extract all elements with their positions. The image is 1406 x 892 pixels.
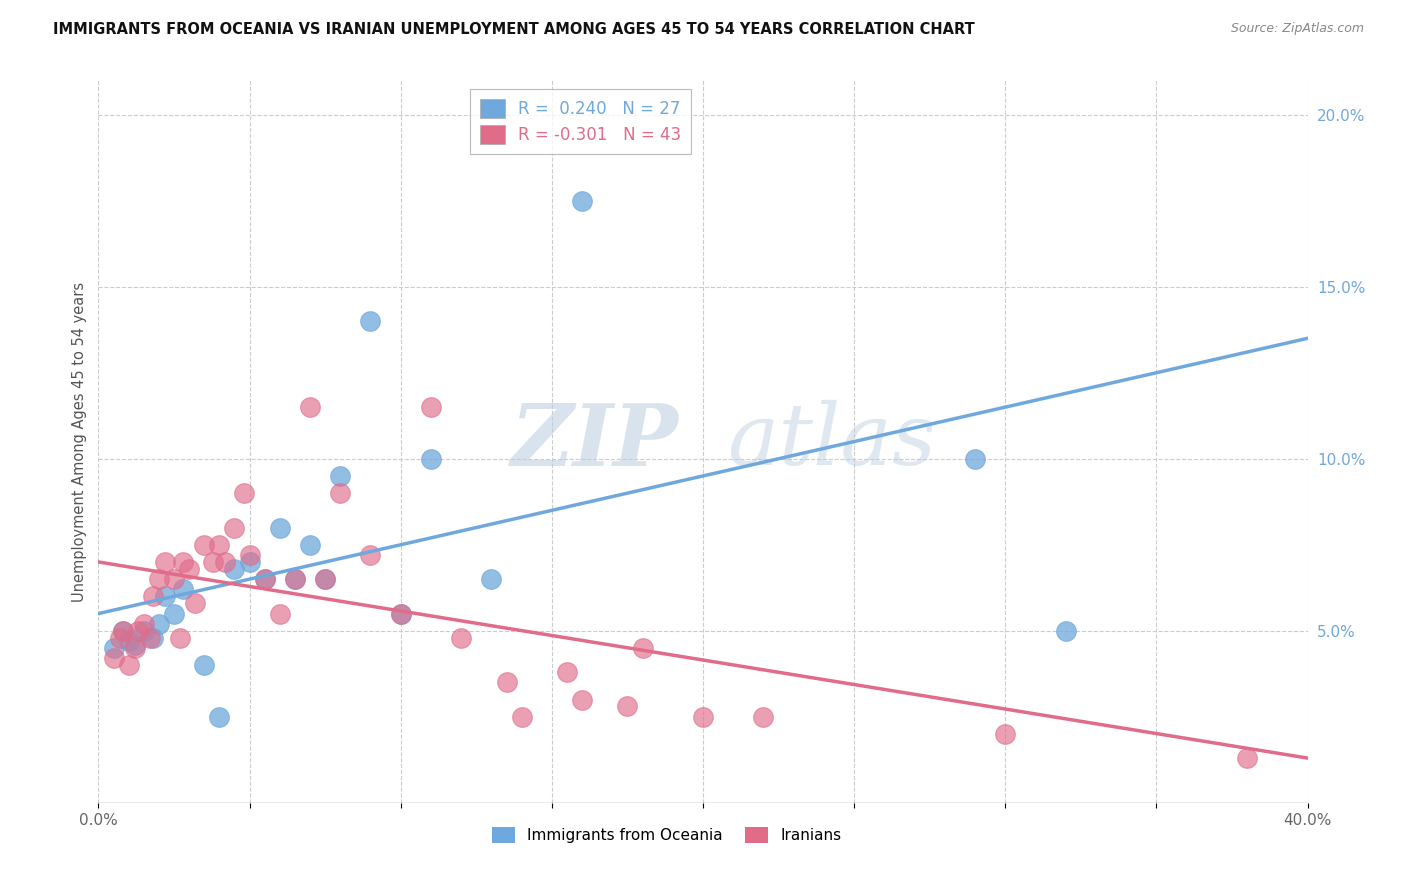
Point [299, 538, 322, 552]
Point [148, 572, 170, 586]
Point [208, 710, 231, 724]
Point [142, 590, 165, 604]
Point [172, 555, 194, 569]
Point [481, 572, 503, 586]
Point [360, 314, 382, 328]
Text: Source: ZipAtlas.com: Source: ZipAtlas.com [1230, 22, 1364, 36]
Point [139, 631, 162, 645]
Point [193, 538, 215, 552]
Point [127, 624, 149, 638]
Point [111, 624, 134, 638]
Point [124, 638, 146, 652]
Point [1236, 751, 1258, 765]
Point [179, 562, 201, 576]
Point [132, 616, 155, 631]
Point [132, 624, 155, 638]
Point [184, 596, 207, 610]
Point [111, 624, 134, 638]
Point [239, 555, 262, 569]
Point [224, 562, 246, 576]
Point [616, 699, 638, 714]
Point [153, 555, 176, 569]
Point [163, 572, 186, 586]
Point [571, 692, 593, 706]
Text: ZIP: ZIP [510, 400, 679, 483]
Point [329, 486, 352, 500]
Point [495, 675, 517, 690]
Point [360, 548, 382, 562]
Point [314, 572, 336, 586]
Point [389, 607, 412, 621]
Point [269, 607, 291, 621]
Point [239, 548, 262, 562]
Point [142, 631, 165, 645]
Point [253, 572, 276, 586]
Y-axis label: Unemployment Among Ages 45 to 54 years: Unemployment Among Ages 45 to 54 years [72, 282, 87, 601]
Point [420, 400, 443, 414]
Point [994, 727, 1017, 741]
Point [314, 572, 336, 586]
Point [214, 555, 236, 569]
Point [965, 451, 987, 466]
Point [269, 520, 291, 534]
Point [172, 582, 194, 597]
Point [193, 658, 215, 673]
Point [284, 572, 307, 586]
Point [631, 640, 654, 655]
Point [202, 555, 225, 569]
Point [692, 710, 714, 724]
Point [752, 710, 775, 724]
Point [208, 538, 231, 552]
Point [329, 469, 352, 483]
Point [555, 665, 578, 679]
Legend: Immigrants from Oceania, Iranians: Immigrants from Oceania, Iranians [485, 822, 848, 849]
Point [253, 572, 276, 586]
Point [420, 451, 443, 466]
Point [389, 607, 412, 621]
Text: atlas: atlas [727, 401, 936, 483]
Point [108, 631, 131, 645]
Point [169, 631, 191, 645]
Point [571, 194, 593, 208]
Point [148, 616, 170, 631]
Point [232, 486, 254, 500]
Point [1054, 624, 1077, 638]
Text: IMMIGRANTS FROM OCEANIA VS IRANIAN UNEMPLOYMENT AMONG AGES 45 TO 54 YEARS CORREL: IMMIGRANTS FROM OCEANIA VS IRANIAN UNEMP… [53, 22, 976, 37]
Point [163, 607, 186, 621]
Point [124, 640, 146, 655]
Point [299, 400, 322, 414]
Point [153, 590, 176, 604]
Point [450, 631, 472, 645]
Point [118, 634, 141, 648]
Point [284, 572, 307, 586]
Point [510, 710, 533, 724]
Point [224, 520, 246, 534]
Point [103, 640, 125, 655]
Point [118, 658, 141, 673]
Point [103, 651, 125, 665]
